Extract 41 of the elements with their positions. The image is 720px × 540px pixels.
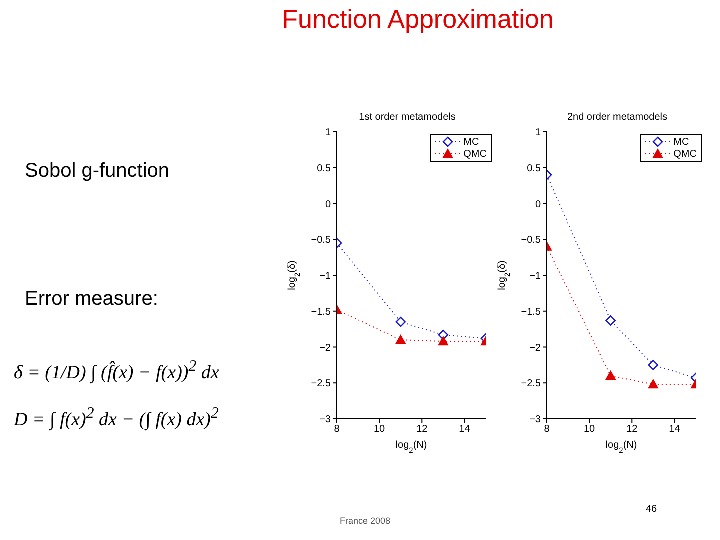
text: Error measure: (25, 288, 158, 311)
x-axis-title: log$_{2}$(N) (606, 440, 638, 454)
text: 46 (646, 504, 658, 515)
y-tick-label: −2 (530, 342, 542, 354)
y-tick-label: 0 (325, 199, 332, 210)
y-tick-label: 0.5 (317, 163, 332, 174)
y-tick-label: −2.5 (311, 378, 332, 390)
y-tick-label: −3 (530, 414, 542, 426)
legend-label: QMC (674, 148, 697, 160)
x-tick-label: 14 (669, 424, 681, 436)
x-tick-label: 14 (459, 424, 471, 436)
x-tick-label: 10 (584, 424, 596, 436)
y-tick-label: 1 (325, 128, 332, 139)
x-tick-label: 12 (416, 424, 428, 436)
y-tick-label: −2.5 (521, 378, 542, 390)
legend-label: MC (674, 136, 690, 148)
y-tick-label: 1 (535, 128, 542, 139)
y-tick-label: −1 (530, 271, 542, 282)
x-tick-label: 10 (374, 424, 386, 436)
y-tick-label: 0 (535, 199, 542, 210)
chart-title: 1st order metamodels (358, 112, 457, 123)
y-tick-label: −1.5 (521, 306, 542, 318)
y-tick-label: −1 (320, 271, 332, 282)
x-tick-label: 8 (544, 424, 550, 436)
x-axis-title: log$_{2}$(N) (396, 440, 428, 454)
legend-label: MC (464, 136, 480, 148)
text: France 2008 (340, 516, 391, 526)
chart-title: 2nd order metamodels (566, 112, 669, 123)
y-tick-label: −3 (320, 414, 332, 426)
text: Sobol g-function (25, 160, 170, 183)
x-tick-label: 8 (334, 424, 340, 436)
legend-label: QMC (464, 148, 487, 160)
text: δ = (1/D) ∫ (f̂(x) − f(x))$^{2}$ dx (14, 358, 220, 384)
y-tick-label: −1.5 (311, 306, 332, 318)
y-tick-label: 0.5 (527, 163, 542, 174)
y-tick-label: −0.5 (521, 235, 542, 246)
text: D = ∫ f(x)$^{2}$ dx − (∫ f(x) dx)$^{2}$ (14, 405, 219, 432)
x-tick-label: 12 (626, 424, 638, 436)
y-tick-label: −2 (320, 342, 332, 354)
text: Function Approximation (281, 4, 555, 35)
y-tick-label: −0.5 (311, 235, 332, 246)
